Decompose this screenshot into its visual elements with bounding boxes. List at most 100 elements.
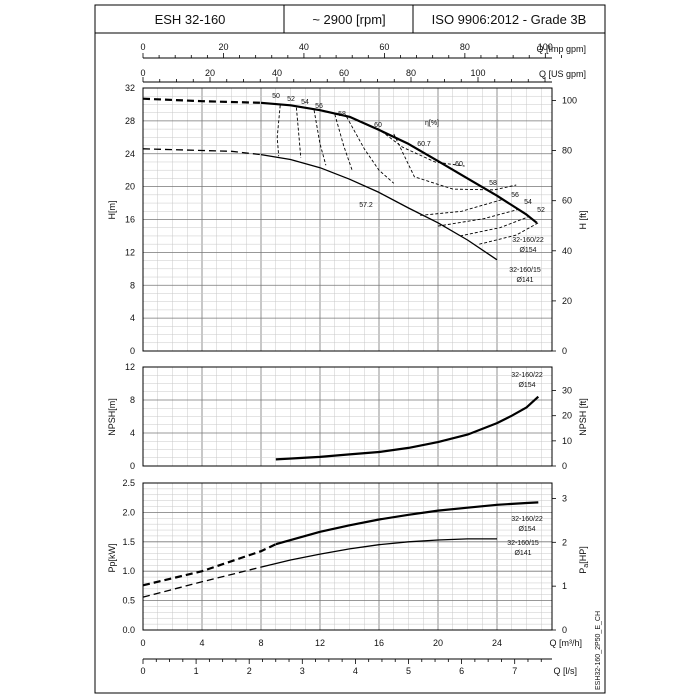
p-kw-tick-label: 2.5 [122,478,135,488]
q-ls-tick-label: 1 [194,666,199,676]
q-m3h-tick-label: 12 [315,638,325,648]
efficiency-curve-1 [276,105,281,157]
h-m-tick-label: 20 [125,182,135,192]
head-curve-141 [260,153,498,261]
efficiency-value-label: 60 [455,161,463,168]
efficiency-value-label: 54 [301,99,309,106]
q-us-tick-label: 20 [205,68,215,78]
power-panel-frame [142,482,553,631]
power-label-large-dia: Ø154 [518,526,535,533]
h-m-tick-label: 12 [125,247,135,257]
grid-lines [143,88,552,630]
q-m3h-tick-label: 8 [258,638,263,648]
q-imp-tick-label: 40 [299,42,309,52]
head-label-small-model: 32-160/15 [509,267,541,274]
p-kw-axis-title: Pp[kW] [107,543,117,572]
h-ft-tick-label: 60 [562,196,572,206]
efficiency-curve-11 [479,222,539,245]
npsh-ft-tick-label: 30 [562,386,572,396]
npsh-m-tick-label: 12 [125,362,135,372]
h-ft-axis-title: H [ft] [578,210,588,229]
drawing-code: ESH32-160_2P50_E_CH [595,611,602,690]
q-ls-tick-label: 0 [140,666,145,676]
q-ls-tick-label: 4 [353,666,358,676]
q-us-tick-label: 80 [406,68,416,78]
efficiency-value-label: 52 [287,96,295,103]
h-ft-tick-label: 20 [562,296,572,306]
efficiency-curve-4 [334,114,353,172]
h-m-tick-label: 32 [125,83,135,93]
power-curve-141 [260,538,497,568]
npsh-m-tick-label: 4 [130,428,135,438]
q-m3h-tick-label: 24 [492,638,502,648]
power-label-large-model: 32-160/22 [511,516,543,523]
h-m-tick-label: 24 [125,149,135,159]
head-label-small-dia: Ø141 [516,277,533,284]
p-hp-tick-label: 2 [562,537,567,547]
q-m3h-axis-title: Q [m³/h] [549,638,582,648]
power-curve-141-dashed [142,566,262,598]
curves [142,97,540,598]
efficiency-curve-7 [393,133,517,191]
efficiency-value-label: 58 [338,111,346,118]
efficiency-value-label: 60.7 [417,141,431,148]
q-ls-tick-label: 2 [247,666,252,676]
q-imp-tick-label: 100 [538,42,553,52]
npsh-ft-axis-title: NPSH [ft] [578,398,588,436]
q-ls-tick-label: 3 [300,666,305,676]
eta-label: η[%] [425,120,439,127]
p-kw-tick-label: 0.0 [122,625,135,635]
q-imp-tick-label: 60 [379,42,389,52]
npsh-label-large-model: 32-160/22 [511,372,543,379]
p-kw-tick-label: 2.0 [122,507,135,517]
h-ft-tick-label: 80 [562,146,572,156]
p-kw-tick-label: 1.5 [122,537,135,547]
q-m3h-tick-label: 0 [140,638,145,648]
npsh-m-tick-label: 8 [130,395,135,405]
power-curve-154-dashed [142,543,277,587]
head-curve-141-dashed [142,148,262,156]
efficiency-value-label: 52 [537,207,545,214]
h-m-tick-label: 8 [130,280,135,290]
q-us-tick-label: 40 [272,68,282,78]
h-m-tick-label: 28 [125,116,135,126]
h-m-tick-label: 4 [130,313,135,323]
q-m3h-tick-label: 20 [433,638,443,648]
header-speed: ~ 2900 [rpm] [312,12,385,27]
power-curve-154 [275,501,539,546]
q-ls-tick-label: 5 [406,666,411,676]
header-standard: ISO 9906:2012 - Grade 3B [432,12,587,27]
q-ls-axis-title: Q [l/s] [553,666,577,676]
p-hp-axis-subscript: a [583,564,590,568]
efficiency-value-label: 60 [374,122,382,129]
p-hp-tick-label: 0 [562,625,567,635]
q-us-tick-label: 60 [339,68,349,78]
head-label-large-dia: Ø154 [519,247,536,254]
head-panel-frame [142,87,553,352]
efficiency-value-label: 57.2 [359,202,373,209]
p-hp-tick-label: 3 [562,493,567,503]
q-m3h-tick-label: 4 [199,638,204,648]
q-imp-tick-label: 80 [460,42,470,52]
p-hp-tick-label: 1 [562,581,567,591]
efficiency-curve-8 [420,199,502,216]
npsh-panel-frame [142,366,553,467]
header-model: ESH 32-160 [155,12,226,27]
q-us-axis-title: Q [US gpm] [539,69,586,79]
npsh-m-axis-title: NPSH[m] [107,398,117,436]
q-us-tick-label: 0 [140,68,145,78]
p-hp-axis-letter: P [578,568,588,574]
power-label-small-model: 32-160/15 [507,540,539,547]
h-ft-tick-label: 0 [562,346,567,356]
h-ft-tick-label: 40 [562,246,572,256]
efficiency-curve-9 [437,208,521,227]
h-m-tick-label: 16 [125,215,135,225]
head-curve-154 [260,101,538,224]
p-kw-tick-label: 1.0 [122,566,135,576]
npsh-ft-tick-label: 0 [562,461,567,471]
q-ls-tick-label: 7 [512,666,517,676]
efficiency-value-label: 56 [315,103,323,110]
q-imp-tick-label: 20 [218,42,228,52]
